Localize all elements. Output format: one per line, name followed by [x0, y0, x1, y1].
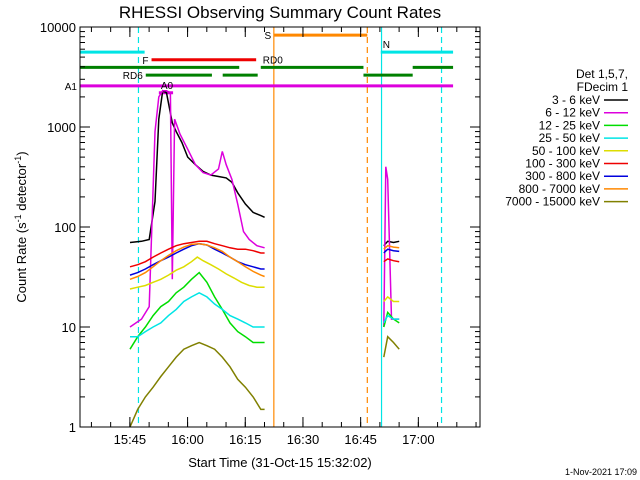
series-100-300-kev-line-2	[383, 258, 400, 263]
x-tick-label-17-00: 17:00	[402, 432, 435, 447]
flag-label-rd6: RD6	[123, 71, 143, 82]
y-tick-label-1000: 1000	[47, 120, 76, 135]
series-12-25-kev-line-1	[129, 271, 265, 350]
legend-header-detectors: Det 1,5,7,	[576, 67, 628, 81]
legend-label-12-25-kev: 12 - 25 keV	[539, 118, 600, 132]
flag-label-a0: A0	[161, 81, 174, 92]
series-25-50-kev-line-1	[130, 291, 265, 338]
legend-label-100-300-kev: 100 - 300 keV	[525, 157, 600, 171]
series-6-12-kev-line-1	[129, 90, 265, 328]
series-3-6-kev-line-1	[129, 89, 265, 244]
x-tick-label-16-45: 16:45	[344, 432, 377, 447]
legend-label-3-6-kev: 3 - 6 keV	[552, 93, 600, 107]
series-300-800-kev-line-2	[383, 248, 400, 254]
y-axis-label-end: )	[14, 151, 29, 155]
y-axis-label-main: Count Rate (s	[14, 222, 29, 303]
series-800-7000-kev-line-2	[383, 244, 400, 250]
series-100-300-kev-line-1	[129, 240, 265, 268]
y-tick-label-100: 100	[54, 220, 76, 235]
series-7000-15000-kev-line-2	[383, 335, 400, 358]
x-tick-label-16-00: 16:00	[171, 432, 204, 447]
series-7000-15000-kev-line-1	[129, 341, 265, 428]
y-axis-label: Count Rate (s-1 detector-1)	[13, 151, 29, 302]
chart-title: RHESSI Observing Summary Count Rates	[119, 3, 441, 22]
legend-label-50-100-kev: 50 - 100 keV	[532, 144, 600, 158]
legend-label-800-7000-kev: 800 - 7000 keV	[519, 182, 600, 196]
legend-label-25-50-kev: 25 - 50 keV	[539, 131, 600, 145]
y-axis-label-sup2: -1	[13, 156, 23, 164]
y-tick-label-10000: 10000	[40, 20, 76, 35]
x-tick-label-16-15: 16:15	[229, 432, 262, 447]
series-3-6-kev-line-2	[383, 240, 400, 247]
series-50-100-kev-line-1	[129, 256, 265, 290]
flag-label-s: S	[265, 31, 272, 42]
flag-label-f: F	[142, 56, 148, 67]
footer-timestamp: 1-Nov-2021 17:09	[565, 467, 637, 477]
y-tick-label-1: 1	[69, 420, 76, 435]
x-axis-label: Start Time (31-Oct-15 15:32:02)	[188, 455, 372, 470]
series-50-100-kev-line-2	[383, 295, 400, 303]
legend-header-fdecim: FDecim 1	[577, 80, 629, 94]
flag-label-a1: A1	[65, 82, 78, 93]
series-25-50-kev-line-2	[383, 314, 400, 324]
legend-label-7000-15000-kev: 7000 - 15000 keV	[505, 195, 600, 209]
x-tick-label-16-30: 16:30	[287, 432, 320, 447]
flag-label-n: N	[383, 40, 390, 51]
y-axis-label-mid: detector	[14, 163, 29, 214]
legend-label-6-12-kev: 6 - 12 keV	[545, 106, 600, 120]
y-axis-label-sup1: -1	[13, 214, 23, 222]
series-800-7000-kev-line-1	[129, 242, 265, 281]
legend-label-300-800-kev: 300 - 800 keV	[525, 169, 600, 183]
flag-label-rd0: RD0	[263, 55, 283, 66]
plot-area: N S F RD0 RD6 A1 A0 1 10 100 1000 10000 15:45 16:00 16…	[40, 20, 481, 447]
x-tick-label-15-45: 15:45	[114, 432, 147, 447]
y-tick-label-10: 10	[62, 320, 76, 335]
